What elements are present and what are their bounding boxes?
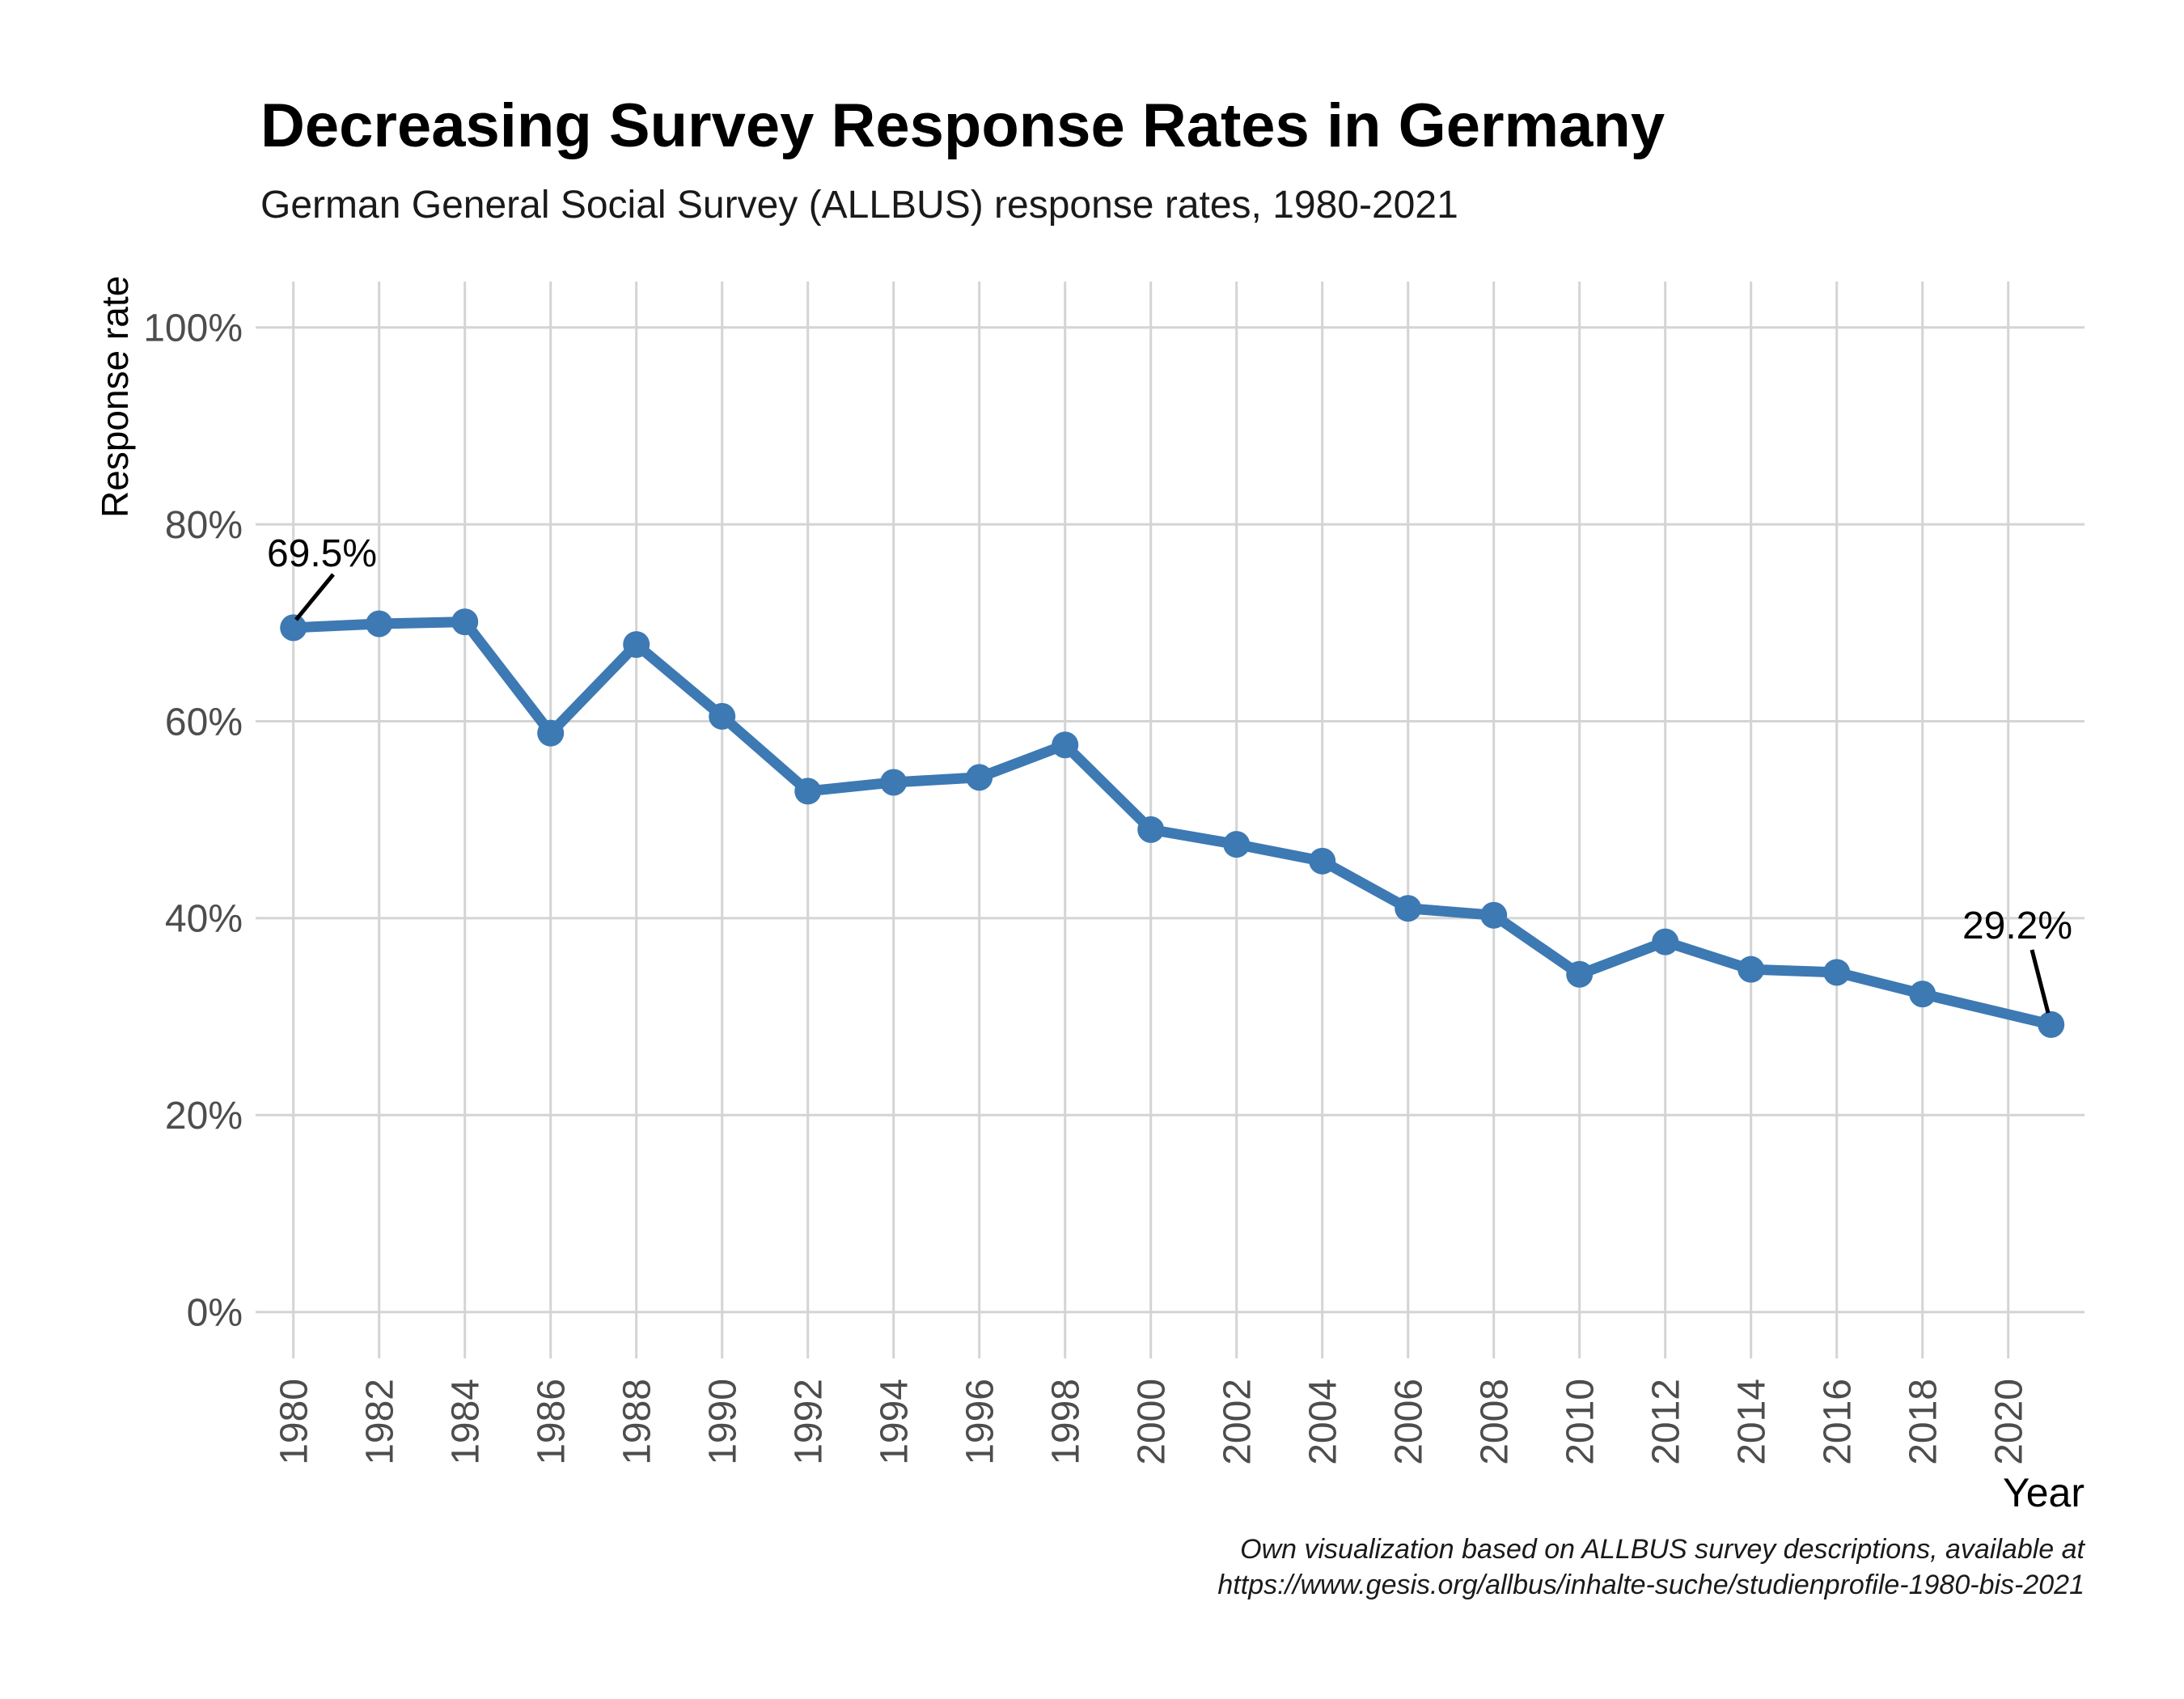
y-tick-label: 60% [165, 701, 243, 744]
data-point [537, 719, 565, 747]
x-tick-label: 2018 [1903, 1379, 1945, 1465]
x-tick-label: 2006 [1388, 1379, 1431, 1465]
data-point [2038, 1011, 2065, 1038]
chart-title: Decreasing Survey Response Rates in Germ… [260, 91, 1666, 160]
data-point [1909, 981, 1936, 1008]
y-tick-label: 0% [187, 1292, 243, 1335]
y-axis-title: Response rate [94, 276, 136, 518]
chart-subtitle: German General Social Survey (ALLBUS) re… [260, 184, 1458, 227]
x-tick-label: 2000 [1131, 1379, 1174, 1465]
x-tick-label: 1994 [874, 1379, 916, 1465]
x-tick-label: 1992 [788, 1379, 831, 1465]
x-tick-label: 2004 [1302, 1379, 1345, 1465]
data-point [966, 764, 993, 791]
data-point [1223, 831, 1251, 858]
caption: Own visualization based on ALLBUS survey… [1217, 1532, 2085, 1603]
annotation-label: 29.2% [1962, 905, 2072, 947]
data-point [1823, 959, 1851, 986]
x-tick-label: 1980 [273, 1379, 316, 1465]
data-point [1052, 731, 1079, 759]
data-point [1137, 816, 1165, 843]
data-point [280, 614, 307, 642]
data-point [623, 631, 650, 659]
caption-line-1: Own visualization based on ALLBUS survey… [1240, 1534, 2085, 1565]
x-tick-label: 2008 [1474, 1379, 1517, 1465]
x-tick-label: 2014 [1731, 1379, 1774, 1465]
x-tick-label: 1986 [531, 1379, 574, 1465]
data-point [451, 608, 479, 636]
data-point [1566, 960, 1594, 988]
annotation-leader-line [294, 573, 335, 621]
y-tick-label: 40% [165, 898, 243, 941]
data-point [709, 702, 736, 730]
data-point [1652, 928, 1679, 955]
x-tick-label: 1982 [359, 1379, 402, 1465]
x-axis-title: Year [2003, 1470, 2085, 1515]
x-tick-label: 1988 [616, 1379, 659, 1465]
x-tick-label: 1996 [959, 1379, 1002, 1465]
x-tick-label: 2010 [1560, 1379, 1602, 1465]
caption-line-2: https://www.gesis.org/allbus/inhalte-suc… [1217, 1569, 2085, 1600]
data-point [1395, 895, 1422, 922]
x-tick-label: 1984 [445, 1379, 488, 1465]
y-tick-label: 80% [165, 504, 243, 547]
x-tick-label: 1990 [702, 1379, 745, 1465]
data-point [794, 777, 822, 805]
x-tick-label: 2012 [1645, 1379, 1688, 1465]
response-rate-line [288, 616, 2057, 1030]
annotation-leader-line [2030, 949, 2051, 1014]
data-point [1480, 901, 1508, 929]
x-tick-label: 2020 [1988, 1379, 2031, 1465]
data-point [1737, 955, 1765, 983]
data-point [880, 769, 908, 796]
x-tick-label: 1998 [1045, 1379, 1088, 1465]
x-tick-label: 2016 [1817, 1379, 1860, 1465]
y-tick-label: 20% [165, 1095, 243, 1138]
annotation-label: 69.5% [267, 532, 377, 575]
data-point [366, 610, 393, 638]
y-tick-label: 100% [143, 307, 243, 350]
data-point [1309, 847, 1336, 875]
x-tick-label: 2002 [1217, 1379, 1259, 1465]
